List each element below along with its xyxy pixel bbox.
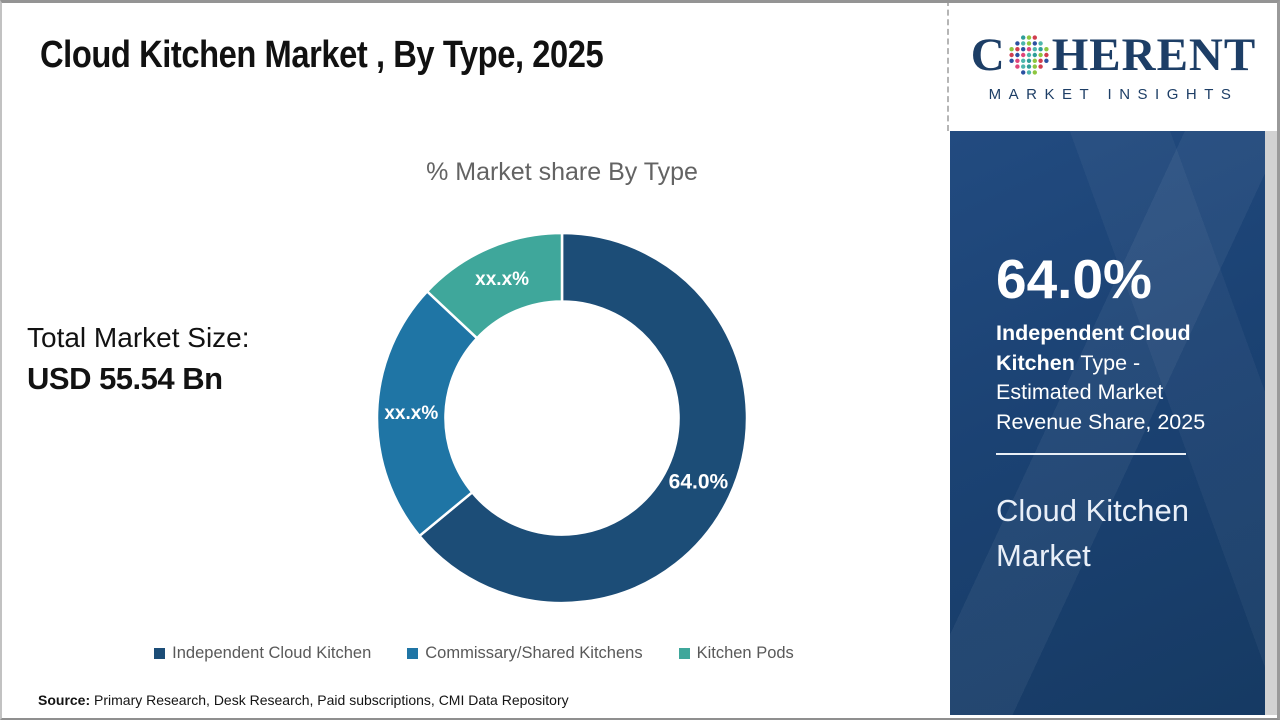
- legend-label-3: Kitchen Pods: [696, 644, 794, 662]
- legend-swatch-1: [154, 648, 166, 659]
- chart-subtitle: % Market share By Type: [426, 158, 698, 186]
- legend-swatch-2: [407, 648, 419, 659]
- globe-dot: [1020, 34, 1026, 40]
- brand-subtitle: MARKET INSIGHTS: [988, 85, 1239, 103]
- total-market-size: Total Market Size: USD 55.54 Bn: [27, 322, 250, 397]
- globe-dot: [1043, 58, 1049, 63]
- globe-dot: [1009, 58, 1014, 63]
- market-name: Cloud Kitchen Market: [996, 493, 1190, 573]
- donut-slice-label-3: xx.x%: [475, 269, 529, 290]
- globe-dot: [1014, 58, 1020, 63]
- stat-description-bold: Independent Cloud Kitchen: [996, 321, 1191, 375]
- globe-dot: [1009, 52, 1014, 57]
- brand-wordmark: C HERENT: [971, 32, 1256, 80]
- legend-swatch-3: [678, 648, 690, 659]
- chart-legend: Independent Cloud Kitchen Commissary/Shar…: [0, 644, 948, 663]
- coherent-globe-icon: [1009, 34, 1049, 75]
- page-title: Cloud Kitchen Market , By Type, 2025: [40, 34, 604, 76]
- legend-item-1: Independent Cloud Kitchen: [154, 644, 371, 663]
- brand-logo: C HERENT MARKET INSIGHTS: [950, 3, 1277, 131]
- legend-label-1: Independent Cloud Kitchen: [172, 644, 372, 662]
- donut-slice-2: [375, 289, 479, 538]
- globe-dot: [1032, 52, 1037, 57]
- globe-dot: [1032, 46, 1037, 51]
- globe-dot: [1014, 52, 1020, 57]
- donut-slice-1: [417, 231, 749, 605]
- globe-dot: [1020, 46, 1026, 51]
- globe-dot: [1038, 63, 1043, 69]
- brand-letter-c: C: [970, 29, 1006, 81]
- donut-slice-label-1: 64.0%: [669, 471, 729, 494]
- globe-dot: [1032, 69, 1037, 75]
- globe-dot: [1026, 69, 1031, 75]
- right-gutter: [1265, 131, 1277, 715]
- globe-dot: [1020, 52, 1026, 57]
- globe-dot: [1043, 46, 1049, 51]
- globe-dot: [1020, 40, 1026, 46]
- globe-dot: [1032, 34, 1037, 40]
- globe-dot: [1043, 52, 1049, 57]
- highlight-panel: 64.0% Independent Cloud Kitchen Type - E…: [950, 131, 1265, 715]
- globe-dot: [1009, 46, 1014, 51]
- legend-label-2: Commissary/Shared Kitchens: [425, 644, 643, 662]
- globe-dot: [1032, 58, 1037, 63]
- donut-slice-label-2: xx.x%: [384, 403, 438, 424]
- globe-dot: [1014, 40, 1020, 46]
- globe-dot: [1038, 46, 1043, 51]
- source-label: Source:: [38, 692, 91, 708]
- legend-item-3: Kitchen Pods: [678, 644, 794, 663]
- globe-dot: [1032, 63, 1037, 69]
- globe-dot: [1026, 46, 1031, 51]
- globe-dot: [1026, 58, 1031, 63]
- stat-description: Independent Cloud Kitchen Type - Estimat…: [996, 319, 1234, 438]
- panel-divider: [996, 453, 1186, 455]
- globe-dot: [1020, 58, 1026, 63]
- globe-dot: [1014, 63, 1020, 69]
- globe-dot: [1014, 46, 1020, 51]
- globe-dot: [1026, 63, 1031, 69]
- globe-dot: [1038, 40, 1043, 46]
- globe-dot: [1026, 52, 1031, 57]
- stat-description-rest: Type - Estimated Market Revenue Share, 2…: [996, 350, 1206, 434]
- globe-dot: [1020, 69, 1026, 75]
- brand-letters-rest: HERENT: [1051, 29, 1257, 81]
- legend-item-2: Commissary/Shared Kitchens: [407, 644, 643, 663]
- globe-dot: [1026, 40, 1031, 46]
- total-market-size-value: USD 55.54 Bn: [27, 361, 223, 396]
- source-text: Primary Research, Desk Research, Paid su…: [90, 692, 569, 708]
- globe-dot: [1020, 63, 1026, 69]
- globe-dot: [1038, 52, 1043, 57]
- source-note: Source: Primary Research, Desk Research,…: [38, 692, 569, 708]
- globe-dot: [1026, 34, 1031, 40]
- stat-value: 64.0%: [996, 248, 1152, 310]
- dashed-divider: [947, 0, 949, 131]
- donut-slice-3: [425, 231, 564, 340]
- globe-dot: [1032, 40, 1037, 46]
- donut-chart: 64.0% xx.x% xx.x%: [375, 231, 749, 605]
- globe-dot: [1038, 58, 1043, 63]
- total-market-size-label: Total Market Size:: [27, 322, 250, 353]
